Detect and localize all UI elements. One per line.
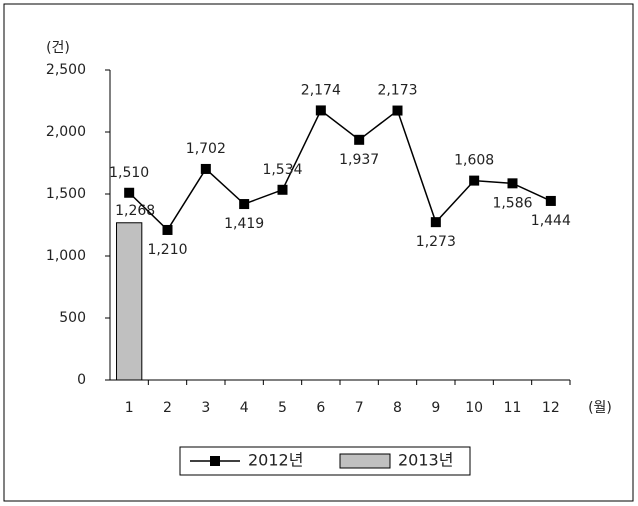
chart-border bbox=[3, 3, 634, 502]
y-tick-label: 1,000 bbox=[46, 248, 86, 264]
x-tick-label: 8 bbox=[393, 400, 402, 416]
marker bbox=[277, 184, 288, 195]
data-label: 1,702 bbox=[186, 141, 226, 157]
marker bbox=[392, 105, 403, 116]
x-tick-label: 9 bbox=[431, 400, 440, 416]
x-axis-label: (월) bbox=[588, 400, 612, 416]
data-label: 1,273 bbox=[416, 234, 456, 250]
data-label: 1,419 bbox=[224, 216, 264, 232]
legend-label: 2012년 bbox=[248, 451, 303, 470]
bar bbox=[116, 222, 143, 381]
marker bbox=[507, 178, 518, 189]
marker bbox=[239, 199, 250, 210]
y-tick-label: 1,500 bbox=[46, 186, 86, 202]
x-tick-label: 6 bbox=[316, 400, 325, 416]
x-tick-label: 10 bbox=[465, 400, 483, 416]
legend-label: 2013년 bbox=[398, 451, 453, 470]
x-tick-label: 7 bbox=[355, 400, 364, 416]
marker bbox=[315, 105, 326, 116]
line bbox=[128, 109, 552, 232]
marker bbox=[162, 224, 173, 235]
x-tick-label: 3 bbox=[201, 400, 210, 416]
y-tick-label: 2,500 bbox=[46, 62, 86, 78]
marker bbox=[545, 195, 556, 206]
data-label: 2,174 bbox=[301, 82, 341, 98]
y-axis-label: (건) bbox=[46, 40, 70, 56]
y-tick-label: 0 bbox=[77, 372, 86, 388]
x-tick-label: 2 bbox=[163, 400, 172, 416]
data-label: 2,173 bbox=[377, 83, 417, 99]
data-label: 1,268 bbox=[115, 203, 155, 219]
marker bbox=[469, 175, 480, 186]
data-label: 1,210 bbox=[147, 242, 187, 258]
y-tick-label: 2,000 bbox=[46, 124, 86, 140]
legend-marker bbox=[210, 456, 220, 466]
data-label: 1,534 bbox=[262, 162, 302, 178]
marker bbox=[200, 163, 211, 174]
legend-swatch bbox=[339, 453, 391, 469]
x-tick-label: 11 bbox=[504, 400, 522, 416]
x-tick-label: 12 bbox=[542, 400, 560, 416]
x-tick-label: 4 bbox=[240, 400, 249, 416]
data-label: 1,937 bbox=[339, 152, 379, 168]
data-label: 1,444 bbox=[531, 213, 571, 229]
marker bbox=[354, 134, 365, 145]
data-label: 1,586 bbox=[492, 195, 532, 211]
data-label: 1,608 bbox=[454, 153, 494, 169]
x-tick-label: 5 bbox=[278, 400, 287, 416]
y-tick-label: 500 bbox=[59, 310, 86, 326]
marker bbox=[430, 217, 441, 228]
marker bbox=[124, 187, 135, 198]
x-tick-label: 1 bbox=[125, 400, 134, 416]
data-label: 1,510 bbox=[109, 165, 149, 181]
